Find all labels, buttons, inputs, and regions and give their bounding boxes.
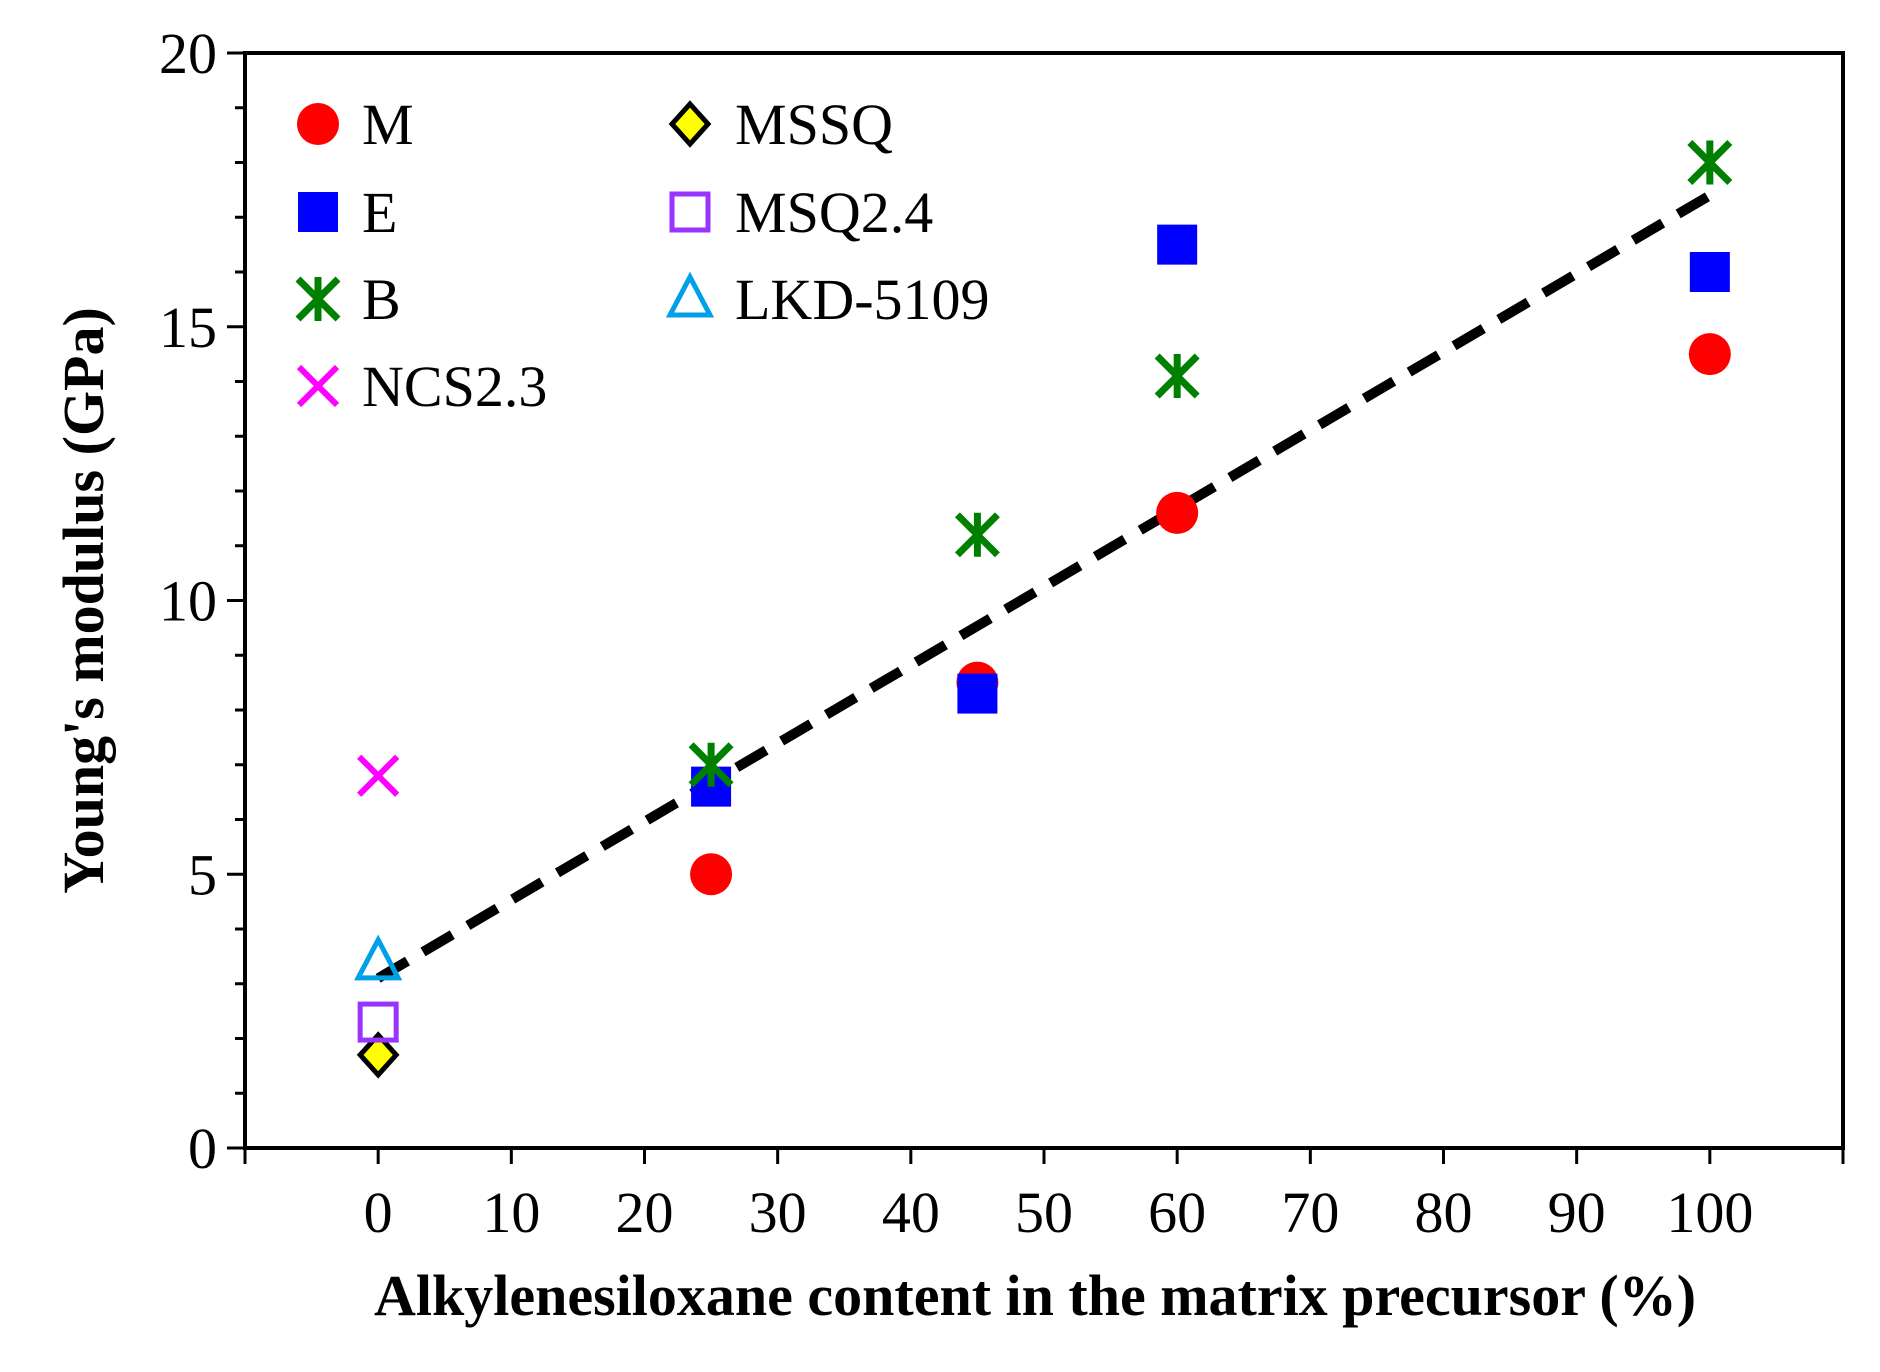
point-ncs2-3 [357, 754, 400, 797]
point-m [1156, 491, 1199, 534]
point-b [1687, 140, 1733, 185]
x-axis-title: Alkylenesiloxane content in the matrix p… [374, 1263, 1696, 1328]
y-tick-label: 10 [159, 569, 217, 634]
y-tick-label: 5 [188, 842, 217, 907]
legend-marker-b [295, 276, 341, 322]
point-lkd-5109 [354, 934, 403, 981]
x-tick-label: 20 [616, 1180, 674, 1245]
marker-open-triangle-shape [354, 934, 403, 981]
marker-circle-shape [297, 103, 339, 145]
x-tick-label: 60 [1148, 1180, 1206, 1245]
marker-square-shape [1689, 252, 1730, 292]
data-points-layer [354, 140, 1733, 1079]
point-msq2-4 [357, 1001, 399, 1043]
y-tick-label: 0 [188, 1116, 217, 1181]
marker-open-square-shape [357, 1001, 399, 1043]
marker-square-shape [1157, 224, 1198, 265]
marker-open-square-shape [669, 191, 711, 233]
legend-label-e: E [362, 180, 397, 245]
marker-circle-shape [1688, 333, 1731, 376]
marker-diamond-shape [356, 1031, 400, 1079]
marker-circle-shape [690, 853, 733, 896]
legend-label-m: M [362, 92, 414, 157]
legend-label-msq2-4: MSQ2.4 [735, 180, 933, 245]
legend-label-lkd-5109: LKD-5109 [735, 267, 990, 332]
point-b [954, 512, 1000, 558]
point-mssq [356, 1031, 400, 1079]
plot-frame [243, 51, 1845, 1150]
legend: MEB NCS2.3 MSSQ MSQ2.4 LKD-5109 [295, 92, 990, 419]
x-tick-label: 100 [1666, 1180, 1753, 1245]
legend-marker-mssq [668, 100, 712, 148]
point-b [1154, 353, 1200, 399]
point-e [1157, 224, 1198, 265]
marker-square-shape [298, 192, 338, 232]
marker-stroke [357, 754, 400, 797]
x-tick-label: 30 [749, 1180, 807, 1245]
trendline-layer [375, 191, 1713, 983]
x-tick-label: 40 [882, 1180, 940, 1245]
marker-square-shape [957, 673, 998, 714]
marker-open-triangle-shape [665, 271, 715, 318]
legend-label-ncs2-3: NCS2.3 [362, 354, 547, 419]
legend-marker-e [298, 192, 338, 232]
legend-marker-lkd-5109 [665, 271, 715, 318]
y-tick-label: 20 [159, 21, 217, 86]
marker-stroke [296, 364, 340, 408]
legend-label-b: B [362, 267, 401, 332]
x-tick-label: 90 [1548, 1180, 1606, 1245]
legend-marker-msq2-4 [669, 191, 711, 233]
y-axis-title: Young's modulus (GPa) [51, 307, 116, 894]
x-tick-label: 70 [1281, 1180, 1339, 1245]
legend-label-mssq: MSSQ [735, 92, 893, 157]
point-m [1688, 333, 1731, 376]
marker-circle-shape [1156, 491, 1199, 534]
trendline [375, 191, 1713, 983]
point-m [690, 853, 733, 896]
axes-layer: 0 5 10 15 20 0 10 20 30 40 50 60 70 80 90 100 Alkylenesi… [51, 21, 1845, 1328]
point-e [957, 673, 998, 714]
point-b [688, 742, 734, 788]
legend-marker-m [297, 103, 339, 145]
x-tick-label: 0 [364, 1180, 393, 1245]
point-e [1689, 252, 1730, 292]
x-tick-label: 10 [482, 1180, 540, 1245]
x-tick-label: 80 [1415, 1180, 1473, 1245]
x-tick-label: 50 [1015, 1180, 1073, 1245]
legend-marker-ncs2-3 [296, 364, 340, 408]
y-tick-label: 15 [159, 295, 217, 360]
marker-diamond-shape [668, 100, 712, 148]
